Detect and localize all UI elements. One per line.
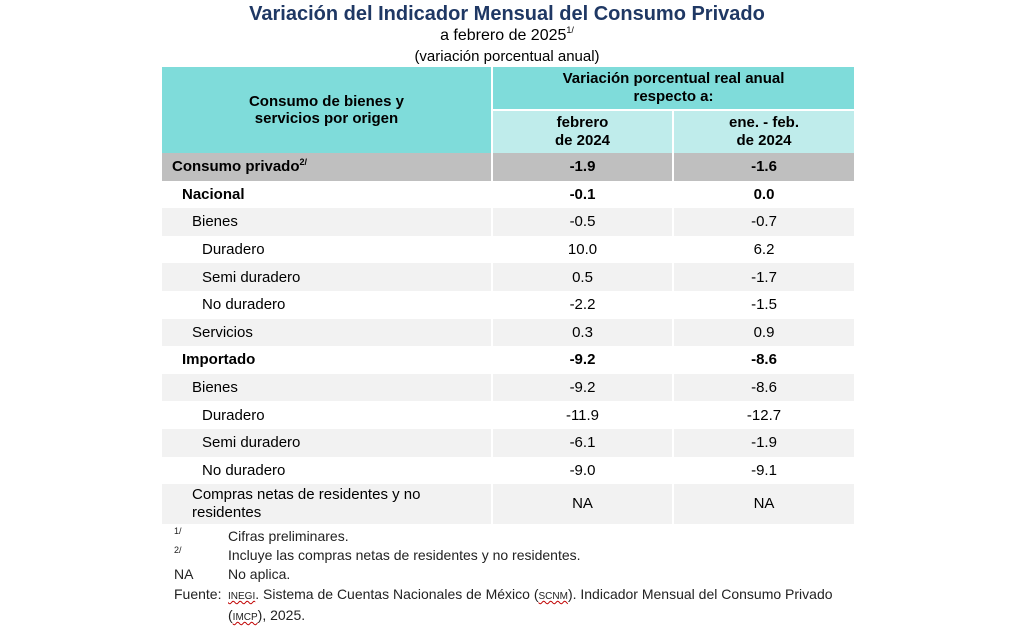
footnote-mark: 1/: [174, 526, 182, 536]
row-value-col2: -8.6: [671, 346, 855, 374]
row-value-col2: -8.6: [671, 373, 855, 402]
row-value-col1: -9.0: [491, 456, 673, 485]
row-label-text: Consumo privado: [172, 158, 300, 176]
source-text-part: ), 2025.: [257, 607, 306, 623]
row-label: Servicios: [162, 318, 492, 347]
row-value-col2: -12.7: [671, 401, 855, 429]
row-value-col1: 0.5: [491, 263, 673, 291]
row-value-col2: -1.5: [671, 290, 855, 319]
row-value-col1: -1.9: [491, 153, 673, 181]
source-note: Fuente: INEGI. Sistema de Cuentas Nacion…: [174, 585, 854, 627]
subtitle: a febrero de 20251/: [0, 25, 1014, 45]
row-label: Semi duradero: [162, 428, 492, 457]
row-label: Compras netas de residentes y no residen…: [162, 484, 492, 525]
table-row: Bienes -9.2 -8.6: [162, 373, 855, 402]
source-text-part: . Sistema de Cuentas Nacionales de Méxic…: [255, 586, 539, 602]
unit-label: (variación porcentual anual): [414, 48, 600, 65]
row-value-col2: 0.9: [671, 318, 855, 347]
header-group: Variación porcentual real anual respecto…: [490, 67, 855, 110]
table-row: Compras netas de residentes y no residen…: [162, 484, 855, 525]
table-row: Semi duradero -6.1 -1.9: [162, 428, 855, 457]
source-label: Fuente:: [174, 586, 222, 602]
row-value-col1: NA: [491, 484, 673, 525]
source-text-part: ). Indicador Mensual del Consumo Privado…: [228, 586, 833, 623]
subtitle-footnote-mark: 1/: [566, 25, 574, 35]
footnote-text: No aplica.: [228, 566, 291, 582]
table-row: No duradero -9.0 -9.1: [162, 456, 855, 485]
row-label: Semi duradero: [162, 263, 492, 291]
page-title: Variación del Indicador Mensual del Cons…: [249, 3, 765, 25]
footnote-mark: NA: [174, 566, 194, 582]
footnote-text: Incluye las compras netas de residentes …: [228, 547, 581, 563]
source-acronym-scnm: SCNM: [538, 591, 568, 602]
row-value-col2: -1.6: [671, 153, 855, 181]
row-label: Duradero: [162, 235, 492, 264]
row-value-col2: -1.7: [671, 263, 855, 291]
table-row: Duradero 10.0 6.2: [162, 235, 855, 264]
subtitle-text: a febrero de 2025: [440, 27, 567, 44]
consumption-table: Consumo de bienes y servicios por origen…: [162, 67, 855, 525]
row-label: Duradero: [162, 401, 492, 429]
row-value-col2: -9.1: [671, 456, 855, 485]
row-value-col1: -11.9: [491, 401, 673, 429]
row-value-col1: -9.2: [491, 373, 673, 402]
row-value-col2: 0.0: [671, 180, 855, 209]
row-value-col1: -2.2: [491, 290, 673, 319]
row-value-col2: -1.9: [671, 428, 855, 457]
header-category: Consumo de bienes y servicios por origen: [162, 67, 492, 153]
header-col-feb-2024: febrero de 2024: [491, 109, 673, 153]
footnote-mark: 2/: [174, 545, 182, 555]
table-row: Importado -9.2 -8.6: [162, 346, 855, 374]
row-label: Consumo privado2/: [162, 153, 492, 181]
row-value-col1: -9.2: [491, 346, 673, 374]
row-label: No duradero: [162, 290, 492, 319]
table-row: Semi duradero 0.5 -1.7: [162, 263, 855, 291]
row-value-col1: 0.3: [491, 318, 673, 347]
row-footnote-mark: 2/: [299, 157, 308, 168]
footnote-text: Cifras preliminares.: [228, 528, 349, 544]
row-label: Bienes: [162, 373, 492, 402]
row-label: Bienes: [162, 208, 492, 236]
table-row: Nacional -0.1 0.0: [162, 180, 855, 209]
table-row: Consumo privado2/ -1.9 -1.6: [162, 153, 855, 181]
source-text: INEGI. Sistema de Cuentas Nacionales de …: [228, 585, 854, 627]
row-value-col1: -0.5: [491, 208, 673, 236]
table-row: Duradero -11.9 -12.7: [162, 401, 855, 429]
table-row: No duradero -2.2 -1.5: [162, 290, 855, 319]
row-value-col2: NA: [671, 484, 855, 525]
row-label: No duradero: [162, 456, 492, 485]
row-value-col1: -0.1: [491, 180, 673, 209]
table-row: Servicios 0.3 0.9: [162, 318, 855, 347]
source-acronym-inegi: INEGI: [228, 591, 256, 602]
row-label: Nacional: [162, 180, 492, 209]
header-col-ene-feb-2024: ene. - feb. de 2024: [671, 109, 855, 153]
row-value-col1: -6.1: [491, 428, 673, 457]
row-label: Importado: [162, 346, 492, 374]
table-row: Bienes -0.5 -0.7: [162, 208, 855, 236]
row-value-col2: 6.2: [671, 235, 855, 264]
row-value-col1: 10.0: [491, 235, 673, 264]
row-value-col2: -0.7: [671, 208, 855, 236]
